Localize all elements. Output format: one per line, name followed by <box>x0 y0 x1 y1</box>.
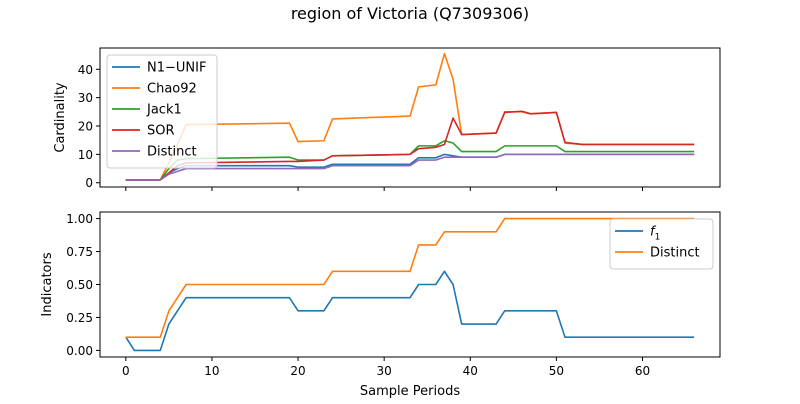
legend-label: Distinct <box>650 246 700 261</box>
series-line-0-4 <box>125 153 695 181</box>
legend-label: Chao92 <box>147 82 197 97</box>
x-tick-label: 10 <box>204 364 219 378</box>
chart-title: region of Victoria (Q7309306) <box>291 4 529 23</box>
y-tick-label: 40 <box>78 63 93 77</box>
axes-frame <box>99 47 721 188</box>
legend-box <box>106 54 218 169</box>
legend-label: f1 <box>650 225 660 243</box>
x-axis-label: Sample Periods <box>360 384 460 399</box>
legend-label: N1−UNIF <box>147 61 206 76</box>
series-line-1-0 <box>125 270 695 352</box>
legend-label: Distinct <box>147 145 197 160</box>
x-tick-label: 60 <box>635 364 650 378</box>
series-line-1-1 <box>125 217 695 339</box>
legend-box <box>609 218 714 270</box>
y-tick-label: 1.00 <box>66 212 93 226</box>
y-tick-label: 0.50 <box>66 278 93 292</box>
y-tick-label: 0.25 <box>66 311 93 325</box>
y-tick-label: 0.75 <box>66 245 93 259</box>
y-tick-label: 0 <box>85 176 93 190</box>
x-tick-label: 30 <box>377 364 392 378</box>
indicators-plot: 0.00 0.25 0.50 0.75 1.00 0 10 20 30 40 50 60 Indicat… <box>40 211 721 399</box>
y-tick-label: 30 <box>78 91 93 105</box>
y-axis-label: Cardinality <box>53 82 68 153</box>
y-tick-label: 10 <box>78 148 93 162</box>
legend-label: Jack1 <box>146 103 182 118</box>
x-tick-label: 20 <box>290 364 305 378</box>
y-tick-label: 0.00 <box>66 344 93 358</box>
x-tick-label: 40 <box>463 364 478 378</box>
x-tick-label: 50 <box>549 364 564 378</box>
legend-label: SOR <box>147 124 175 139</box>
x-tick-label: 0 <box>122 364 130 378</box>
legend: N1−UNIF Chao92 Jack1 SOR Distinct <box>106 54 218 169</box>
y-tick-label: 20 <box>78 120 93 134</box>
cardinality-plot: 0 10 20 30 40 Cardinality N1−UNIF Chao92 Jack1 SO… <box>53 47 721 191</box>
y-axis-label: Indicators <box>40 252 55 316</box>
legend: f1 Distinct <box>609 218 714 270</box>
